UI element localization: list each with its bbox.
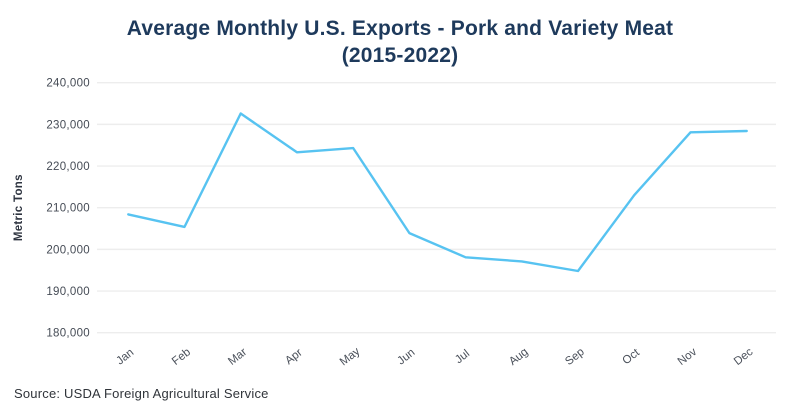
data-line [127, 112, 748, 273]
x-tick-label: Apr [283, 347, 305, 368]
y-tick-label: 210,000 [46, 203, 90, 215]
y-tick-label: 220,000 [46, 161, 90, 173]
y-tick-label: 200,000 [46, 244, 90, 256]
source-caption: Source: USDA Foreign Agricultural Servic… [14, 386, 269, 401]
x-tick-label: Jul [453, 348, 472, 367]
chart-title-line1: Average Monthly U.S. Exports - Pork and … [126, 17, 674, 40]
line-chart: 180,000 190,000 200,000 210,000 220,000 230,0… [13, 78, 776, 368]
x-tick-label: Jan [114, 347, 136, 368]
x-tick-label: Mar [226, 346, 249, 368]
x-tick-label: Sep [563, 346, 587, 368]
x-tick-label: Aug [507, 346, 531, 368]
x-tick-label: Oct [620, 346, 642, 367]
y-tick-label: 190,000 [46, 286, 90, 298]
chart-title: Average Monthly U.S. Exports - Pork and … [0, 15, 800, 69]
y-tick-label: 240,000 [46, 78, 90, 90]
x-tick-label: May [338, 345, 363, 368]
x-tick-label: Dec [732, 346, 756, 368]
y-axis-title: Metric Tons [13, 174, 25, 241]
x-tick-label: Jun [395, 347, 417, 368]
y-tick-label: 180,000 [46, 328, 90, 340]
y-tick-label: 230,000 [46, 119, 90, 131]
chart-title-line2: (2015-2022) [341, 44, 459, 67]
x-tick-label: Feb [170, 346, 193, 368]
x-tick-label: Nov [676, 346, 700, 368]
